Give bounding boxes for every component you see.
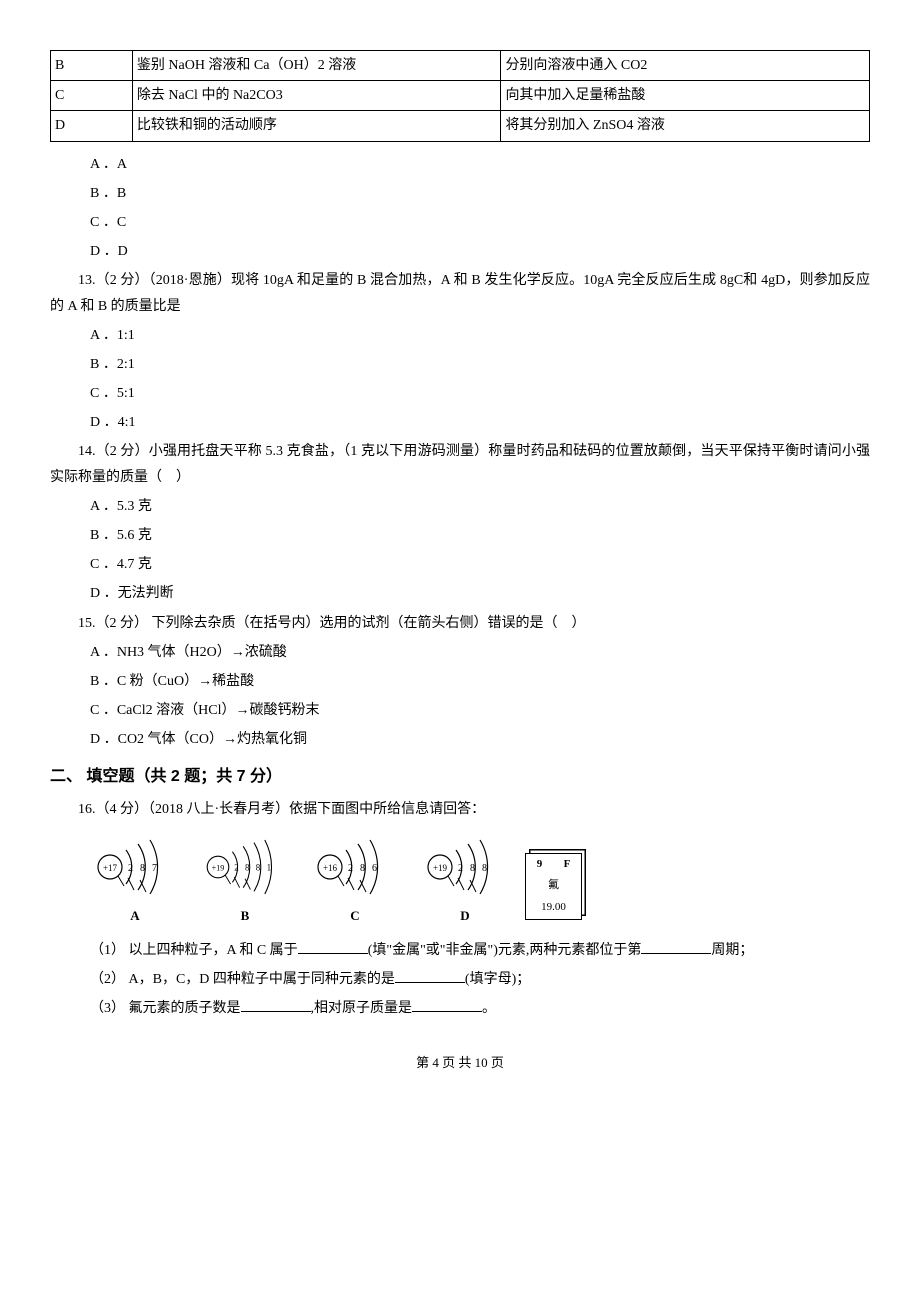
q15-option-d: D ．CO2 气体（CO）→灼热氧化铜: [90, 727, 870, 752]
blank: [298, 939, 368, 954]
page-footer: 第 4 页 共 10 页: [50, 1051, 870, 1074]
q16-sub1-post: 周期；: [711, 943, 753, 958]
q15-option-c: C ．CaCl2 溶液（HCl）→碳酸钙粉末: [90, 698, 870, 723]
svg-text:7: 7: [152, 863, 157, 874]
experiment-table: B 鉴别 NaOH 溶液和 Ca（OH）2 溶液 分别向溶液中通入 CO2 C …: [50, 50, 870, 142]
blank: [395, 968, 465, 983]
atom-d: +19 2 8 8 D: [420, 832, 510, 927]
cell-label: B: [51, 51, 133, 81]
cell-purpose: 比较铁和铜的活动顺序: [132, 111, 501, 141]
cell-method: 向其中加入足量稀盐酸: [501, 81, 870, 111]
q16-sub1: （1） 以上四种粒子，A 和 C 属于 (填"金属"或"非金属")元素,两种元素都…: [90, 938, 870, 963]
q16-sub3-pre: （3） 氟元素的质子数是: [90, 1001, 241, 1016]
option-d: D ．D: [90, 239, 870, 264]
page-content: B 鉴别 NaOH 溶液和 Ca（OH）2 溶液 分别向溶液中通入 CO2 C …: [0, 0, 920, 1105]
q14-option-c: C ．4.7 克: [90, 552, 870, 577]
q13-option-a: A ．1:1: [90, 323, 870, 348]
q15-option-a: A ．NH3 气体（H2O）→浓硫酸: [90, 640, 870, 665]
atom-b: +19 2 8 8 1 B: [200, 832, 290, 927]
svg-text:8: 8: [245, 863, 250, 873]
cell-method: 分别向溶液中通入 CO2: [501, 51, 870, 81]
q14-option-a: A ．5.3 克: [90, 494, 870, 519]
svg-text:+16: +16: [323, 863, 338, 873]
cell-purpose: 除去 NaCl 中的 Na2CO3: [132, 81, 501, 111]
svg-text:8: 8: [140, 863, 145, 874]
svg-text:2: 2: [234, 863, 239, 873]
q14-stem: 14.（2 分）小强用托盘天平称 5.3 克食盐，（1 克以下用游码测量）称量时…: [50, 439, 870, 489]
table-row: B 鉴别 NaOH 溶液和 Ca（OH）2 溶液 分别向溶液中通入 CO2: [51, 51, 870, 81]
q13-option-b: B ．2:1: [90, 352, 870, 377]
svg-text:1: 1: [267, 863, 272, 873]
blank: [412, 997, 482, 1012]
q16-sub3: （3） 氟元素的质子数是 ,相对原子质量是 。: [90, 996, 870, 1021]
q15-option-b: B ．C 粉（CuO）→稀盐酸: [90, 669, 870, 694]
atom-diagram-icon: +16 2 8 6: [310, 832, 400, 902]
table-row: C 除去 NaCl 中的 Na2CO3 向其中加入足量稀盐酸: [51, 81, 870, 111]
atom-c-label: C: [350, 904, 359, 927]
q16-sub2: （2） A，B，C，D 四种粒子中属于同种元素的是 (填字母)；: [90, 967, 870, 992]
q13-option-c: C ．5:1: [90, 381, 870, 406]
atom-c: +16 2 8 6 C: [310, 832, 400, 927]
option-c: C ．C: [90, 210, 870, 235]
svg-text:8: 8: [360, 863, 365, 874]
atom-b-label: B: [241, 904, 250, 927]
q16-sub2-pre: （2） A，B，C，D 四种粒子中属于同种元素的是: [90, 972, 395, 987]
svg-text:8: 8: [256, 863, 261, 873]
q13-stem: 13.（2 分）（2018·恩施）现将 10gA 和足量的 B 混合加热，A 和…: [50, 268, 870, 318]
q13-option-d: D ．4:1: [90, 410, 870, 435]
svg-text:8: 8: [482, 863, 487, 874]
cell-label: C: [51, 81, 133, 111]
q16-sub3-mid: ,相对原子质量是: [311, 1001, 413, 1016]
svg-text:2: 2: [128, 863, 133, 874]
q16-sub1-pre: （1） 以上四种粒子，A 和 C 属于: [90, 943, 298, 958]
atom-figure-row: +17 2 8 7 A +19 2 8: [90, 832, 870, 927]
svg-text:2: 2: [348, 863, 353, 874]
svg-text:6: 6: [372, 863, 377, 874]
svg-text:8: 8: [470, 863, 475, 874]
q14-option-b: B ．5.6 克: [90, 523, 870, 548]
atom-d-label: D: [460, 904, 469, 927]
svg-text:2: 2: [458, 863, 463, 874]
q16-stem: 16.（4 分）（2018 八上·长春月考）依据下面图中所给信息请回答：: [50, 797, 870, 822]
element-mass: 19.00: [541, 898, 566, 918]
element-number: 9: [537, 855, 543, 875]
atom-diagram-icon: +17 2 8 7: [90, 832, 180, 902]
atom-a: +17 2 8 7 A: [90, 832, 180, 927]
svg-text:+19: +19: [433, 863, 448, 873]
q16-sub2-post: (填字母)；: [465, 972, 530, 987]
blank: [241, 997, 311, 1012]
cell-label: D: [51, 111, 133, 141]
q16-sub3-post: 。: [482, 1001, 496, 1016]
element-box: 9 F 氟 19.00: [525, 853, 582, 920]
svg-text:+19: +19: [212, 864, 225, 873]
atom-diagram-icon: +19 2 8 8: [420, 832, 510, 902]
cell-purpose: 鉴别 NaOH 溶液和 Ca（OH）2 溶液: [132, 51, 501, 81]
q15-stem: 15.（2 分） 下列除去杂质（在括号内）选用的试剂（在箭头右侧）错误的是（ ）: [50, 611, 870, 636]
svg-text:+17: +17: [103, 863, 118, 873]
blank: [641, 939, 711, 954]
q16-sub1-mid: (填"金属"或"非金属")元素,两种元素都位于第: [368, 943, 642, 958]
table-row: D 比较铁和铜的活动顺序 将其分别加入 ZnSO4 溶液: [51, 111, 870, 141]
section-2-heading: 二、 填空题（共 2 题；共 7 分）: [50, 763, 870, 792]
cell-method: 将其分别加入 ZnSO4 溶液: [501, 111, 870, 141]
option-a: A ．A: [90, 152, 870, 177]
element-symbol: F: [564, 855, 571, 875]
q14-option-d: D ．无法判断: [90, 581, 870, 606]
option-b: B ．B: [90, 181, 870, 206]
element-name: 氟: [548, 876, 559, 896]
atom-a-label: A: [130, 904, 139, 927]
atom-diagram-icon: +19 2 8 8 1: [200, 832, 290, 902]
